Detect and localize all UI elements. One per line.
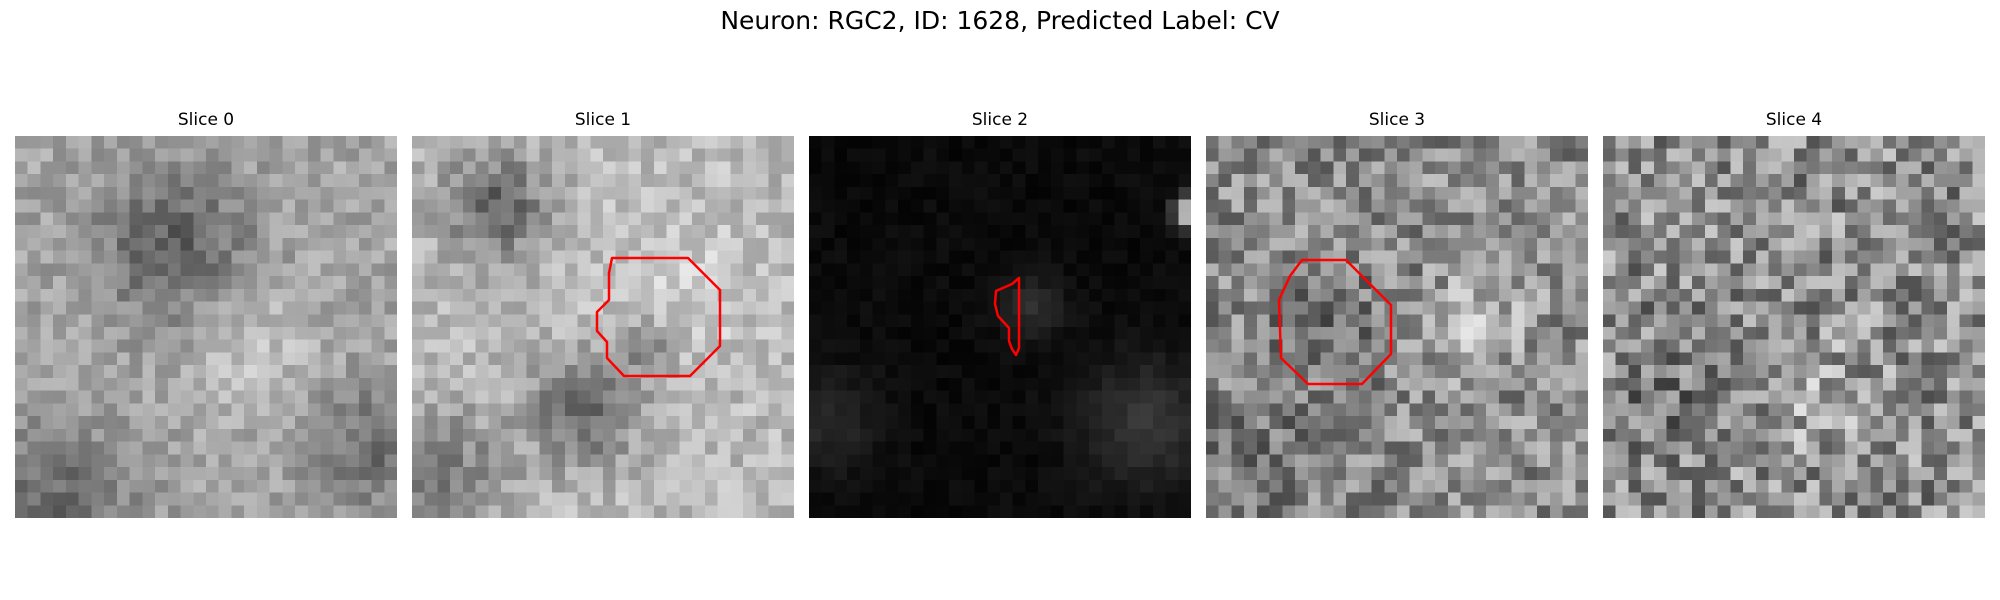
panel-title-slice-4: Slice 4 (1765, 110, 1823, 130)
figure-title: Neuron: RGC2, ID: 1628, Predicted Label:… (720, 6, 1280, 35)
panel-title-slice-3: Slice 3 (1368, 110, 1426, 130)
slice-1-roi-contour (595, 256, 722, 378)
panel-title-slice-1: Slice 1 (574, 110, 632, 130)
slice-3-image (1206, 136, 1588, 518)
slice-3-roi-contour (1277, 258, 1393, 386)
panel-title-slice-2: Slice 2 (971, 110, 1029, 130)
slice-2-image (809, 136, 1191, 518)
slice-4-image (1603, 136, 1985, 518)
panel-title-slice-0: Slice 0 (177, 110, 235, 130)
slice-1-image (412, 136, 794, 518)
slice-2-roi-contour (993, 276, 1021, 357)
slice-0-image (15, 136, 397, 518)
